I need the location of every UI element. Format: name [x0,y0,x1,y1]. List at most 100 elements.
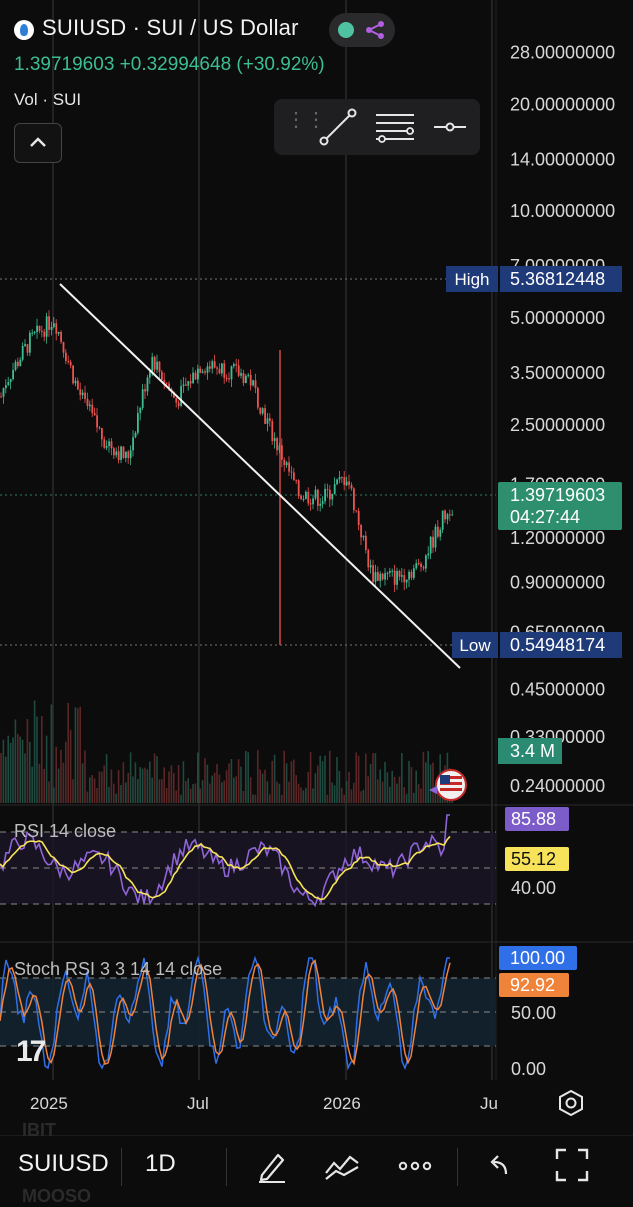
candlestick-series [0,310,454,593]
volume-bar [149,761,151,803]
countdown-timer: 04:27:44 [510,507,580,527]
rsi-title[interactable]: RSI 14 close [14,821,116,841]
candle-body [312,498,314,505]
candle-body [19,359,22,366]
volume-indicator-label[interactable]: Vol · SUI [14,90,82,109]
drawing-pen-icon[interactable] [256,1149,288,1183]
candle-body [180,386,182,406]
candle-body [149,371,151,378]
volume-bar [425,762,427,803]
volume-bar [153,753,156,803]
svg-text:100.00: 100.00 [510,948,565,968]
candle-body [69,361,72,366]
candle-body [96,415,98,428]
tradingview-logo-icon[interactable]: 17 [16,1035,46,1068]
candle-body [211,361,214,369]
price-chart[interactable]: 28.00000000 20.00000000 14.00000000 10.0000… [0,0,633,1135]
volume-bar [96,788,98,803]
fullscreen-icon[interactable] [555,1148,589,1182]
symbol-button[interactable]: SUIUSD [18,1150,109,1177]
candle-body [405,579,408,583]
drag-handle-icon[interactable]: ⋮⋮ [286,109,326,131]
candle-body [252,380,254,386]
candle-body [245,375,247,384]
candle-body [137,413,139,433]
candle-body [216,367,218,369]
candle-body [266,418,269,424]
volume-bar [180,794,182,803]
volume-bar [197,752,199,803]
candle-body [209,366,211,369]
candle-body [331,493,334,500]
more-options-icon[interactable] [398,1160,432,1172]
volume-bar [228,763,230,803]
volume-bar [53,787,55,803]
candle-body [93,413,96,416]
candle-body [374,572,377,582]
price-axis[interactable]: 28.00000000 20.00000000 14.00000000 10.0000… [510,42,615,796]
candle-body [153,356,156,370]
candle-body [223,363,226,379]
volume-bar [108,786,110,803]
volume-bar [403,787,405,803]
candle-body [389,571,391,573]
price-tick-label: 5.00000000 [510,308,605,328]
volume-bar [36,716,38,803]
us-flag-event-icon[interactable] [429,769,467,801]
indicators-icon[interactable] [324,1151,360,1181]
volume-bar [247,752,249,803]
volume-bar [360,791,362,803]
high-badge: High 5.36812448 [446,266,622,292]
candle-body [213,361,216,368]
symbol-title[interactable]: SUIUSD · SUI / US Dollar [14,15,299,41]
volume-bar [163,767,165,803]
candle-body [343,477,346,486]
stoch-rsi-title[interactable]: Stoch RSI 3 3 14 14 close [14,959,222,979]
high-label: High [455,270,490,289]
volume-bar [321,761,324,803]
candle-body [247,374,250,376]
trendline-drawing[interactable] [59,283,461,669]
candle-body [413,568,415,578]
sui-coin-icon [14,20,34,40]
candle-body [355,510,358,512]
candle-body [324,488,326,502]
low-badge: Low 0.54948174 [452,632,622,658]
candle-body [67,361,70,363]
candle-body [348,481,350,485]
candle-body [127,451,130,459]
settings-gear-icon[interactable] [558,1090,584,1116]
volume-bar [336,756,338,803]
undo-icon[interactable] [486,1152,512,1178]
candle-body [417,563,420,565]
stoch-d-line [0,959,451,1066]
volume-bar [189,788,192,803]
trend-line-tool-icon[interactable] [318,107,358,147]
horizontal-line-tool-icon[interactable] [432,115,468,139]
price-tick-label: 2.50000000 [510,415,605,435]
collapse-legend-button[interactable] [14,123,62,163]
candle-body [288,462,290,472]
volume-bar [125,782,127,803]
volume-bar [41,716,43,803]
volume-bar [117,770,120,803]
volume-bar [235,776,237,803]
volume-bar [48,781,50,803]
volume-bar [86,791,89,803]
candle-body [177,402,180,406]
stoch-axis-label-0: 0.00 [511,1059,546,1079]
parallel-channel-tool-icon[interactable] [374,109,416,145]
candle-body [429,536,432,554]
volume-badge: 3.4 M [498,738,562,764]
candle-body [89,404,91,407]
candle-body [103,439,106,448]
volume-bar [91,775,93,803]
volume-bar [326,794,329,803]
candle-body [367,549,370,568]
rsi-line [0,814,450,908]
market-status-pill[interactable] [329,13,395,47]
interval-button[interactable]: 1D [145,1150,176,1177]
candle-body [295,480,298,482]
volume-bar [141,768,144,803]
candle-body [41,330,43,332]
